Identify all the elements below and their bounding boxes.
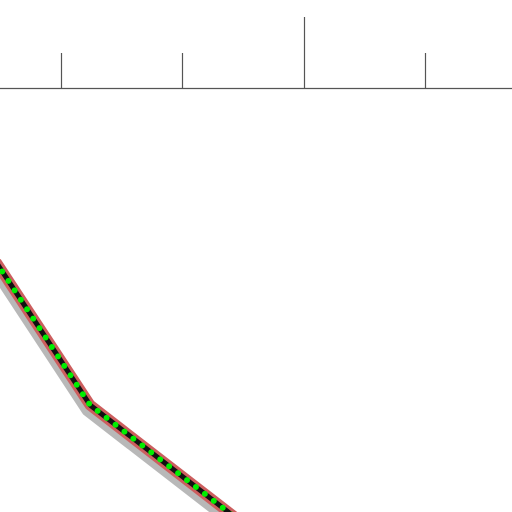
path-dots bbox=[0, 262, 234, 512]
path-shadow bbox=[0, 264, 231, 512]
styled-path bbox=[0, 258, 238, 512]
path-core bbox=[0, 263, 233, 512]
path-red-band bbox=[0, 258, 238, 512]
ruler bbox=[0, 17, 512, 90]
